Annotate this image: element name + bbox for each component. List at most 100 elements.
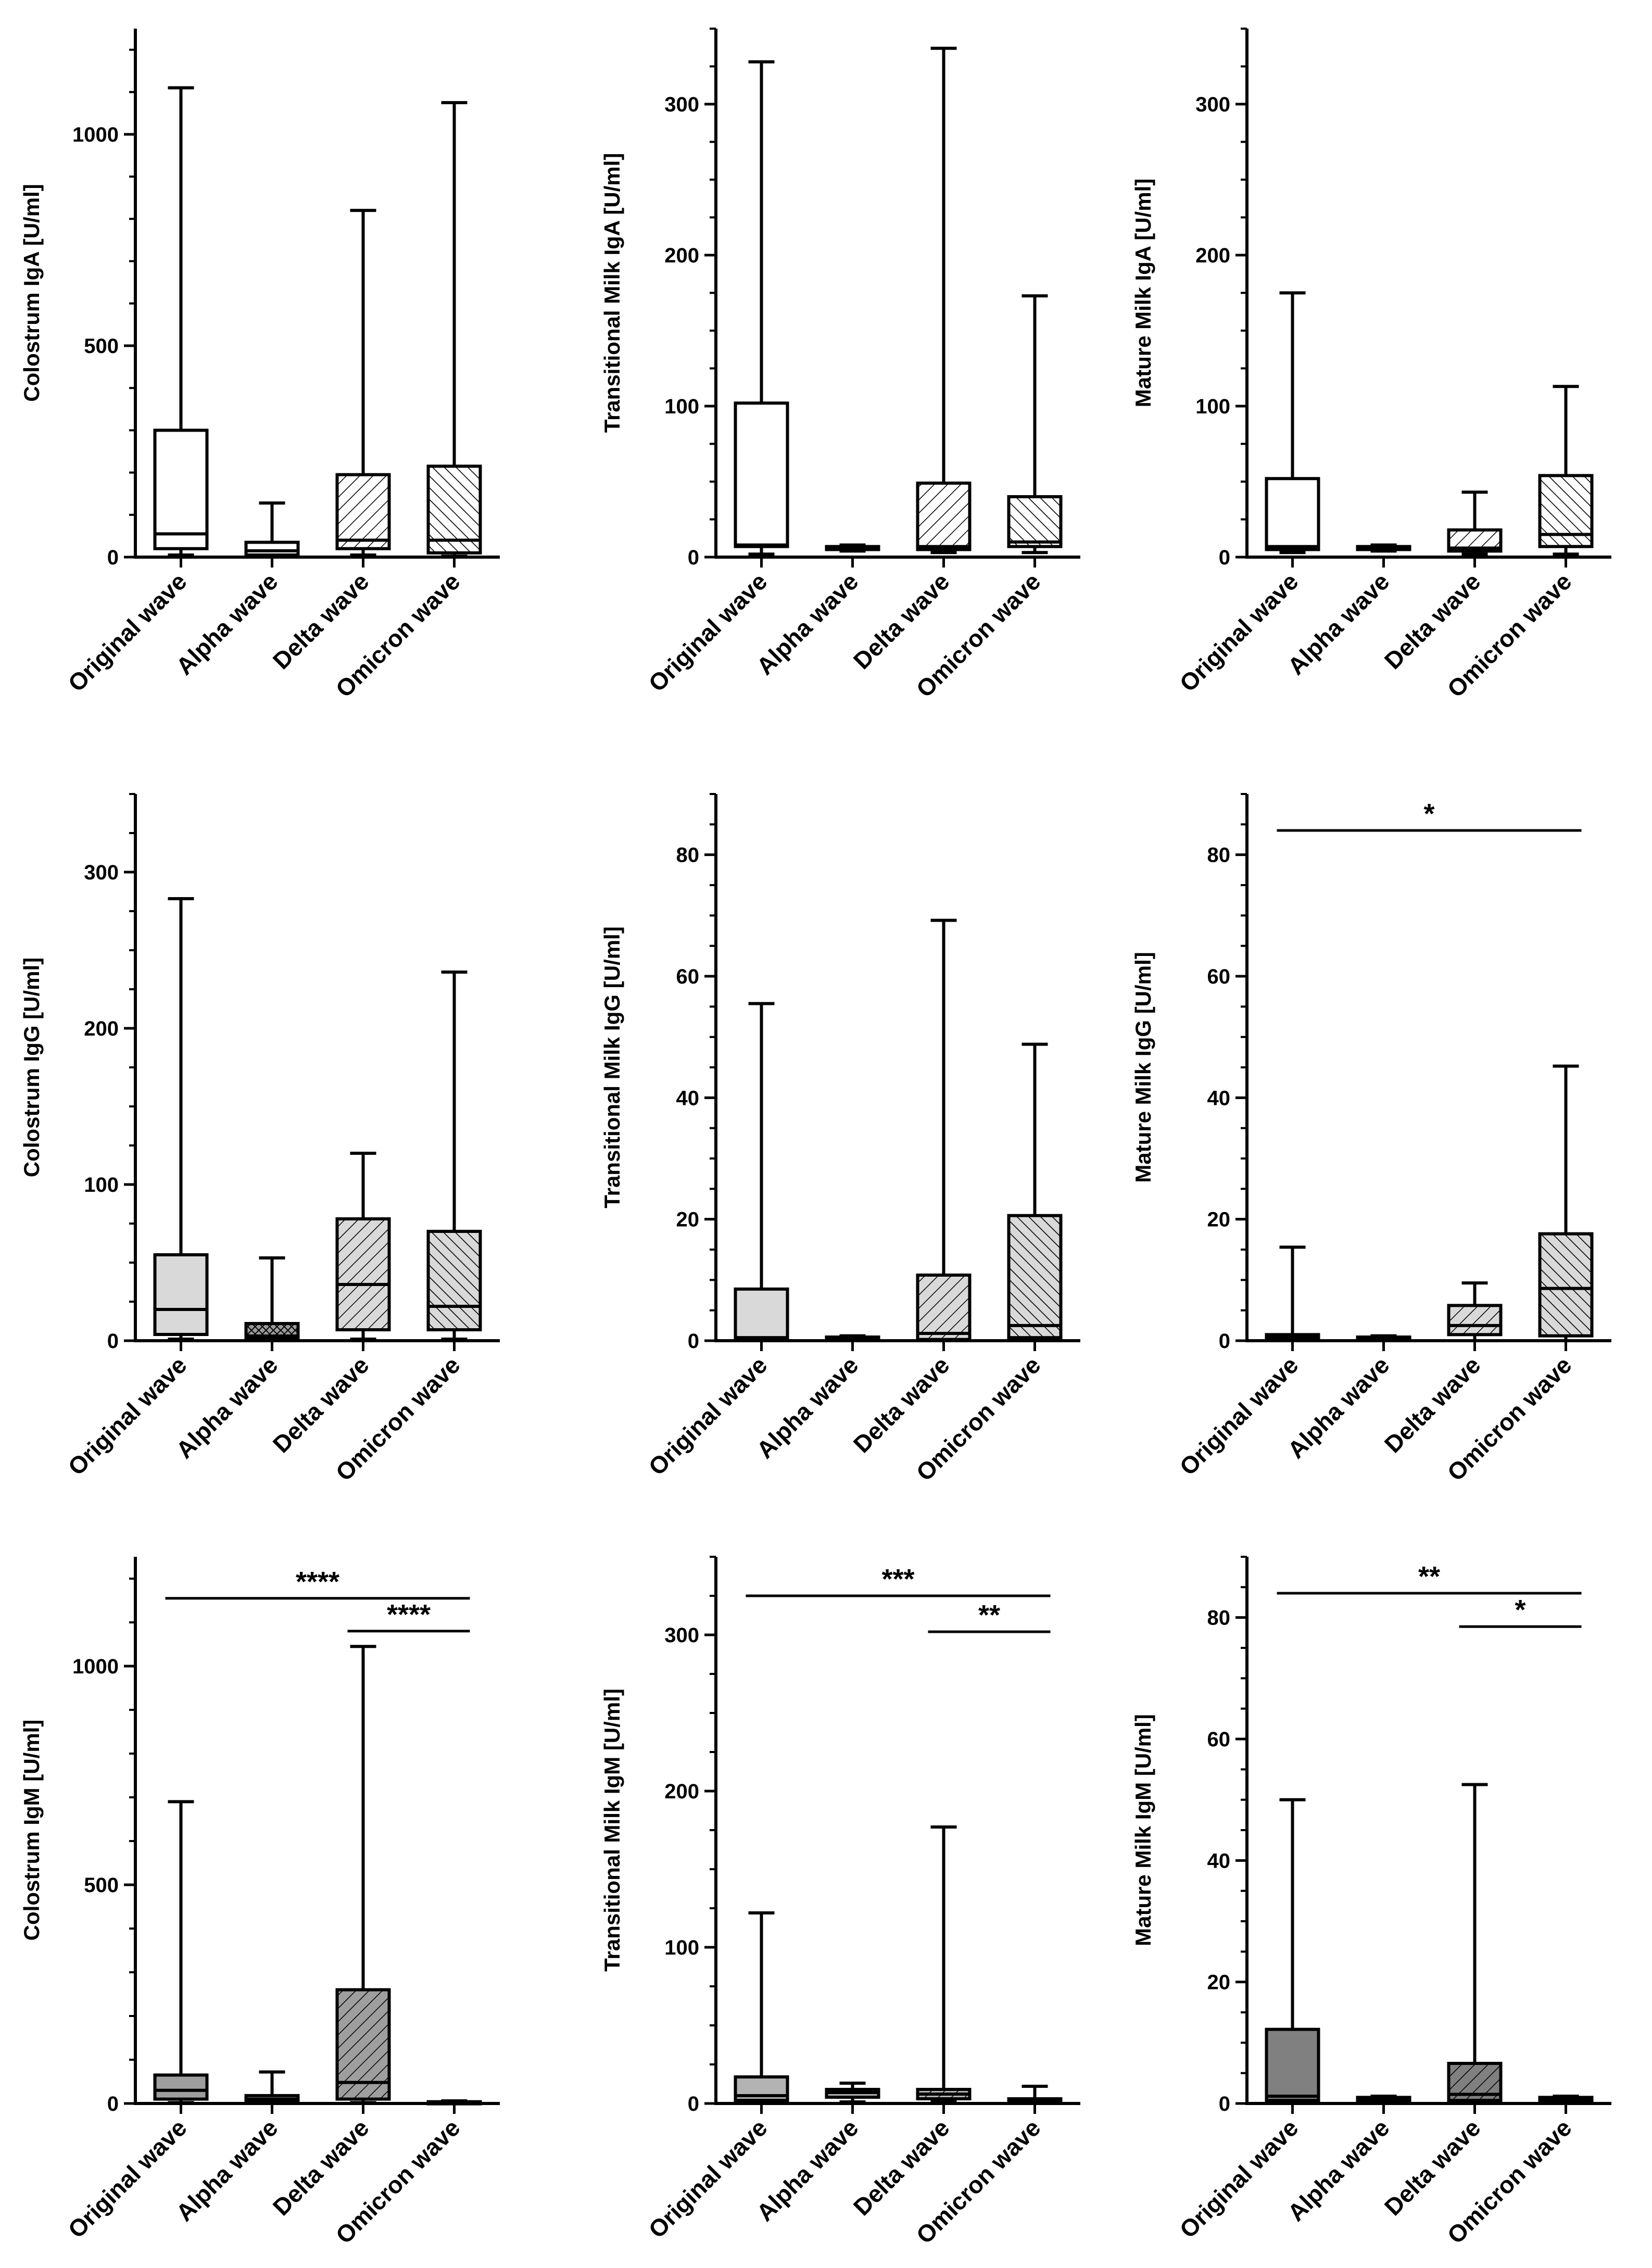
y-tick-label: 40 [1207,1849,1231,1872]
box-outline [734,2075,789,2102]
y-tick-label: 200 [84,1017,119,1040]
y-tick-label: 20 [1207,1208,1231,1231]
significance-label: **** [296,1566,339,1597]
box-2 [1447,1783,1503,2114]
box-2 [916,46,972,568]
y-tick-label: 300 [664,93,699,116]
box-0 [734,60,789,568]
panel-5: 0 20 40 60 80 Transitional Milk IgG [U/ml] Ori… [600,793,1080,1486]
box-2 [335,209,391,568]
y-tick-label: 300 [664,1624,699,1647]
x-category-label: Original wave [62,1351,192,1480]
box-hatch [337,1219,389,1330]
box-outline [335,1988,391,2101]
significance-label: ** [978,1599,1000,1631]
box-3 [1538,385,1594,568]
box-2 [335,1152,391,1351]
significance-label: * [1515,1594,1525,1626]
box-3 [426,101,482,568]
box-1 [244,1256,300,1351]
panel-4: 0 100 200 300 Colostrum IgG [U/ml] Original w… [19,793,500,1486]
x-category-label: Original wave [643,1351,772,1480]
significance-label: * [1423,798,1434,829]
box-outline [1265,477,1320,551]
box-outline [1265,2027,1320,2102]
box-0 [1265,291,1320,568]
box-2 [1447,490,1503,568]
x-category-label: Original wave [1174,1351,1303,1480]
y-axis-label: Colostrum IgA [U/ml] [19,184,44,401]
box-outline [1007,495,1063,548]
box-hatch [428,466,481,553]
y-tick-label: 1000 [72,1655,119,1678]
box-0 [153,86,209,568]
box-hatch [337,1989,389,2099]
y-axis-label: Colostrum IgG [U/ml] [19,957,44,1177]
y-axis-label: Transitional Milk IgA [U/ml] [600,153,624,433]
box-1 [825,543,880,568]
box-hatch [917,1275,970,1340]
box-0 [153,897,209,1351]
y-axis-label: Mature Milk IgG [U/ml] [1131,952,1155,1182]
significance-label: *** [881,1564,914,1595]
box-outline [734,1287,789,1341]
y-axis-label: Mature Milk IgM [U/ml] [1131,1714,1155,1946]
box-hatch [428,1231,481,1330]
box-2 [916,918,972,1351]
box-outline [426,1230,482,1331]
y-tick-label: 80 [1207,844,1231,867]
panel-8: 0 100 200 300 Transitional Milk IgM [U/ml] Or… [600,1556,1080,2249]
y-tick-label: 60 [1207,965,1231,988]
box-3 [1007,294,1063,568]
panel-1: 0 500 1000 Colostrum IgA [U/ml] Original wav… [19,29,500,702]
box-2 [1447,1281,1503,1351]
box-outline [1447,2062,1503,2102]
significance-label: **** [387,1599,431,1630]
y-tick-label: 40 [1207,1087,1231,1110]
y-tick-label: 0 [1219,546,1230,569]
box-hatch [1448,1305,1501,1335]
y-axis-label: Mature Milk IgA [U/ml] [1131,179,1155,407]
box-0 [153,1800,209,2114]
y-tick-label: 0 [107,2093,119,2115]
y-tick-label: 80 [676,844,700,867]
panel-7: 0 500 1000 Colostrum IgM [U/ml] Original wav… [19,1557,500,2249]
box-outline [244,1322,300,1341]
x-category-label: Original wave [643,568,772,697]
y-tick-label: 80 [1207,1607,1231,1630]
box-hatch [917,483,970,550]
y-tick-label: 200 [1195,244,1230,267]
panel-6: 0 20 40 60 80 Mature Milk IgG [U/ml] Original … [1131,793,1611,1486]
y-tick-label: 500 [84,1874,119,1897]
y-tick-label: 100 [664,395,699,418]
y-tick-label: 0 [688,546,699,569]
box-outline [153,2073,209,2101]
y-tick-label: 200 [664,1780,699,1803]
box-outline [1447,1304,1503,1337]
box-outline [916,481,972,551]
y-tick-label: 0 [107,1330,119,1353]
box-outline [1538,474,1594,548]
y-axis-label: Colostrum IgM [U/ml] [19,1720,44,1941]
y-tick-label: 300 [84,861,119,884]
box-1 [1356,1334,1411,1351]
box-2 [335,1645,391,2114]
box-outline [335,1217,391,1331]
x-category-label: Original wave [62,568,192,697]
box-3 [426,971,482,1351]
box-fill [155,2075,207,2099]
box-outline [1538,1232,1594,1338]
y-tick-label: 300 [1195,93,1230,116]
box-fill [1266,2029,1319,2101]
box-3 [426,2099,482,2114]
box-hatch [1540,1233,1592,1336]
y-tick-label: 20 [676,1208,700,1231]
panel-2: 0 100 200 300 Transitional Milk IgA [U/ml] Or… [600,28,1080,702]
box-outline [426,464,482,555]
y-axis-label: Transitional Milk IgM [U/ml] [600,1689,624,1972]
box-1 [1356,2095,1411,2114]
box-fill [735,403,788,547]
box-3 [1538,2095,1594,2114]
